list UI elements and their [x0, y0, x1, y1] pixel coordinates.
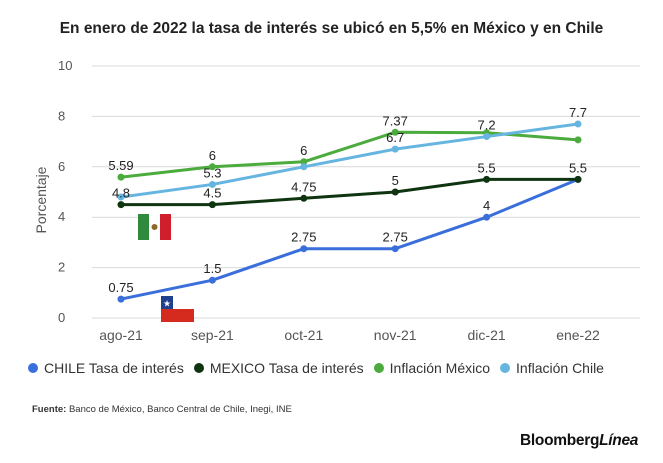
data-point	[300, 158, 308, 166]
x-tick-label: ene-22	[556, 327, 600, 343]
data-point	[117, 295, 125, 303]
grid-lines	[92, 65, 640, 319]
data-point	[391, 245, 399, 253]
legend-item: Inflación Chile	[500, 360, 604, 376]
y-tick-label: 4	[58, 209, 65, 224]
series-line	[120, 122, 579, 199]
data-label: 4.75	[291, 179, 316, 194]
chart-title: En enero de 2022 la tasa de interés se u…	[59, 20, 604, 37]
data-labels: 0.75 1.5 2.75 2.75 4 5.5 4.8 4.5 4.75 5 5.5 5.59 6 6 7…	[108, 105, 587, 295]
mexico-flag	[138, 214, 171, 240]
y-axis-label: Porcentaje	[33, 166, 49, 233]
data-point	[208, 163, 216, 171]
data-label: 6.7	[386, 130, 404, 145]
source-label: Fuente:	[32, 404, 67, 415]
source-note: Fuente: Banco de México, Banco Central d…	[32, 404, 292, 415]
x-tick-label: ago-21	[99, 327, 143, 343]
brand-part1: Bloomberg	[520, 432, 600, 449]
data-label: 7.2	[478, 118, 496, 133]
data-point	[574, 175, 582, 183]
data-point	[391, 145, 399, 153]
y-tick-label: 6	[58, 159, 65, 174]
data-point	[208, 201, 216, 209]
data-point	[208, 180, 216, 188]
data-point	[483, 133, 491, 141]
data-point	[117, 193, 125, 201]
x-tick-label: nov-21	[374, 327, 417, 343]
legend-swatch	[373, 363, 384, 373]
data-label: 4.8	[112, 186, 130, 201]
series-line	[120, 178, 579, 301]
data-label: 4.5	[203, 186, 221, 201]
data-label: 1.5	[203, 261, 221, 276]
series-lines	[120, 122, 579, 301]
data-point	[391, 188, 399, 196]
y-tick-label: 2	[58, 260, 65, 275]
data-label: 5.5	[569, 160, 587, 175]
data-label: 7.37	[383, 113, 408, 128]
legend-item: CHILE Tasa de interés	[28, 360, 184, 376]
legend-label: Inflación México	[389, 360, 491, 376]
data-label: 0.75	[108, 280, 133, 295]
y-tick-label: 0	[58, 310, 65, 325]
data-point	[117, 201, 125, 209]
brand-part2: Línea	[599, 432, 639, 449]
data-label: 2.75	[291, 230, 316, 245]
data-point	[117, 173, 125, 181]
x-tick-label: sep-21	[191, 327, 234, 343]
data-point	[483, 213, 491, 221]
line-chart: 0 2 4 6 8 10 ago-21 sep-21 oct-21 nov-21 dic-21 en…	[33, 58, 640, 343]
data-point	[574, 136, 582, 144]
legend-item: MEXICO Tasa de interés	[193, 360, 364, 376]
data-label: 6	[300, 143, 307, 158]
svg-text:★: ★	[163, 300, 171, 310]
data-label: 5.3	[203, 165, 221, 180]
x-tick-label: dic-21	[468, 327, 506, 343]
legend-item: Inflación México	[373, 360, 491, 376]
legend: CHILE Tasa de interés MEXICO Tasa de inte…	[28, 360, 614, 376]
data-point	[483, 175, 491, 183]
series-line	[121, 177, 578, 207]
series-points	[117, 120, 582, 303]
data-label: 2.75	[383, 230, 408, 245]
legend-label: MEXICO Tasa de interés	[209, 360, 364, 376]
legend-label: Inflación Chile	[516, 360, 604, 376]
data-label: 6	[209, 148, 216, 163]
x-tick-labels: ago-21 sep-21 oct-21 nov-21 dic-21 ene-22	[99, 327, 600, 343]
data-point	[300, 245, 308, 253]
legend-swatch	[500, 363, 511, 373]
chile-flag: ★	[161, 296, 194, 322]
data-label: 5.5	[478, 160, 496, 175]
data-label: 5	[392, 173, 399, 188]
x-tick-label: oct-21	[284, 327, 323, 343]
data-point	[300, 194, 308, 202]
y-tick-labels: 0 2 4 6 8 10	[58, 58, 72, 325]
y-tick-label: 10	[58, 58, 72, 73]
series-line	[120, 130, 579, 179]
legend-label: CHILE Tasa de interés	[44, 360, 184, 376]
brand-logo: BloombergLínea	[520, 432, 638, 450]
legend-swatch	[28, 363, 38, 373]
data-point	[208, 276, 216, 284]
legend-swatch	[193, 363, 204, 373]
data-label: 5.59	[108, 158, 133, 173]
data-point	[391, 128, 399, 136]
data-point	[300, 163, 308, 171]
data-label: 4	[483, 198, 490, 213]
source-text: Banco de México, Banco Central de Chile,…	[68, 404, 292, 415]
data-label: 7.7	[569, 105, 587, 120]
y-tick-label: 8	[58, 108, 65, 123]
data-point	[574, 120, 582, 128]
